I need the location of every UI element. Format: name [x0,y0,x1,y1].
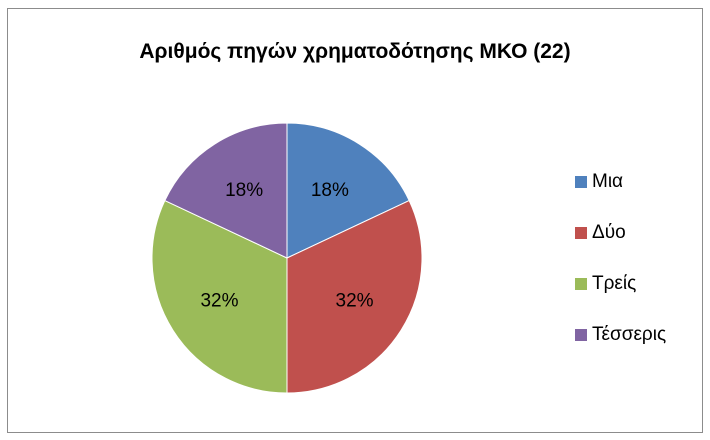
pie-slice [151,199,288,394]
slice-data-label: 32% [336,290,374,311]
legend-label: Τέσσερις [592,324,667,345]
legend-swatch [575,227,587,239]
legend-label: Μια [592,171,624,192]
legend-item: Τέσσερις [575,324,667,345]
chart-title: Αριθμός πηγών χρηματοδότησης ΜΚΟ (22) [139,40,571,63]
legend-swatch [575,329,587,341]
legend-label: Δύο [592,222,626,243]
slice-data-label: 32% [200,290,238,311]
legend-swatch [575,278,587,290]
slice-data-label: 18% [311,180,349,201]
slice-data-label: 18% [225,180,263,201]
pie-slice [164,122,288,259]
pie-slice [286,122,410,259]
legend-item: Μια [575,171,666,192]
legend-swatch [575,176,587,188]
pie-slice [286,199,423,394]
legend-item: Δύο [575,222,666,243]
legend-label: Τρείς [592,273,637,294]
legend: Μια Δύο Τρείς Τέσσερις [575,171,667,376]
legend-item: Τρείς [575,273,666,294]
